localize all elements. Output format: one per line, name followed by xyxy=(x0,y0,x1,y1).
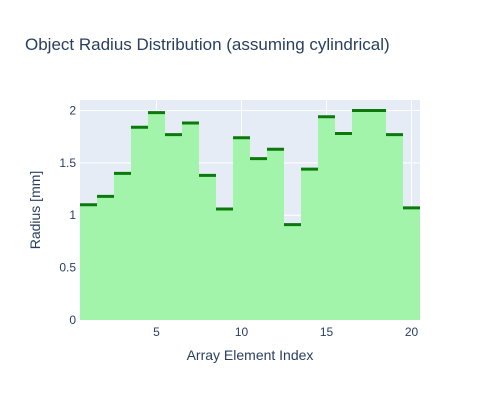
x-tick-label: 15 xyxy=(320,325,334,339)
area-segment xyxy=(386,134,403,320)
area-segment xyxy=(199,175,216,320)
area-segment xyxy=(335,133,352,320)
y-tick-label: 2 xyxy=(69,103,76,117)
area-segment xyxy=(301,169,318,320)
y-tick-label: 1.5 xyxy=(59,156,76,170)
chart-title: Object Radius Distribution (assuming cyl… xyxy=(25,35,390,54)
area-segment xyxy=(114,173,131,320)
area-segment xyxy=(403,207,420,320)
y-tick-label: 0 xyxy=(69,313,76,327)
area-segment xyxy=(352,110,369,320)
area-segment xyxy=(182,123,199,320)
x-tick-label: 5 xyxy=(153,325,160,339)
area-segment xyxy=(250,158,267,320)
x-tick-label: 10 xyxy=(235,325,249,339)
area-segment xyxy=(233,137,250,320)
area-segment xyxy=(97,196,114,320)
y-tick-label: 0.5 xyxy=(59,261,76,275)
area-segment xyxy=(216,208,233,320)
x-tick-labels: 5 10 15 20 xyxy=(153,325,418,339)
y-tick-label: 1 xyxy=(69,208,76,222)
step-markers xyxy=(80,108,420,227)
area-segment xyxy=(165,134,182,320)
area-segment xyxy=(148,112,165,320)
x-tick-label: 20 xyxy=(405,325,419,339)
area-segment xyxy=(284,224,301,320)
x-axis-title: Array Element Index xyxy=(187,347,314,363)
y-tick-labels: 0 0.5 1 1.5 2 xyxy=(59,103,76,327)
area-fill xyxy=(80,110,420,320)
area-segment xyxy=(131,127,148,320)
area-segment xyxy=(267,149,284,320)
area-segment xyxy=(369,110,386,320)
area-segment xyxy=(80,204,97,320)
y-axis-title: Radius [mm] xyxy=(27,171,43,250)
area-segment xyxy=(318,116,335,320)
